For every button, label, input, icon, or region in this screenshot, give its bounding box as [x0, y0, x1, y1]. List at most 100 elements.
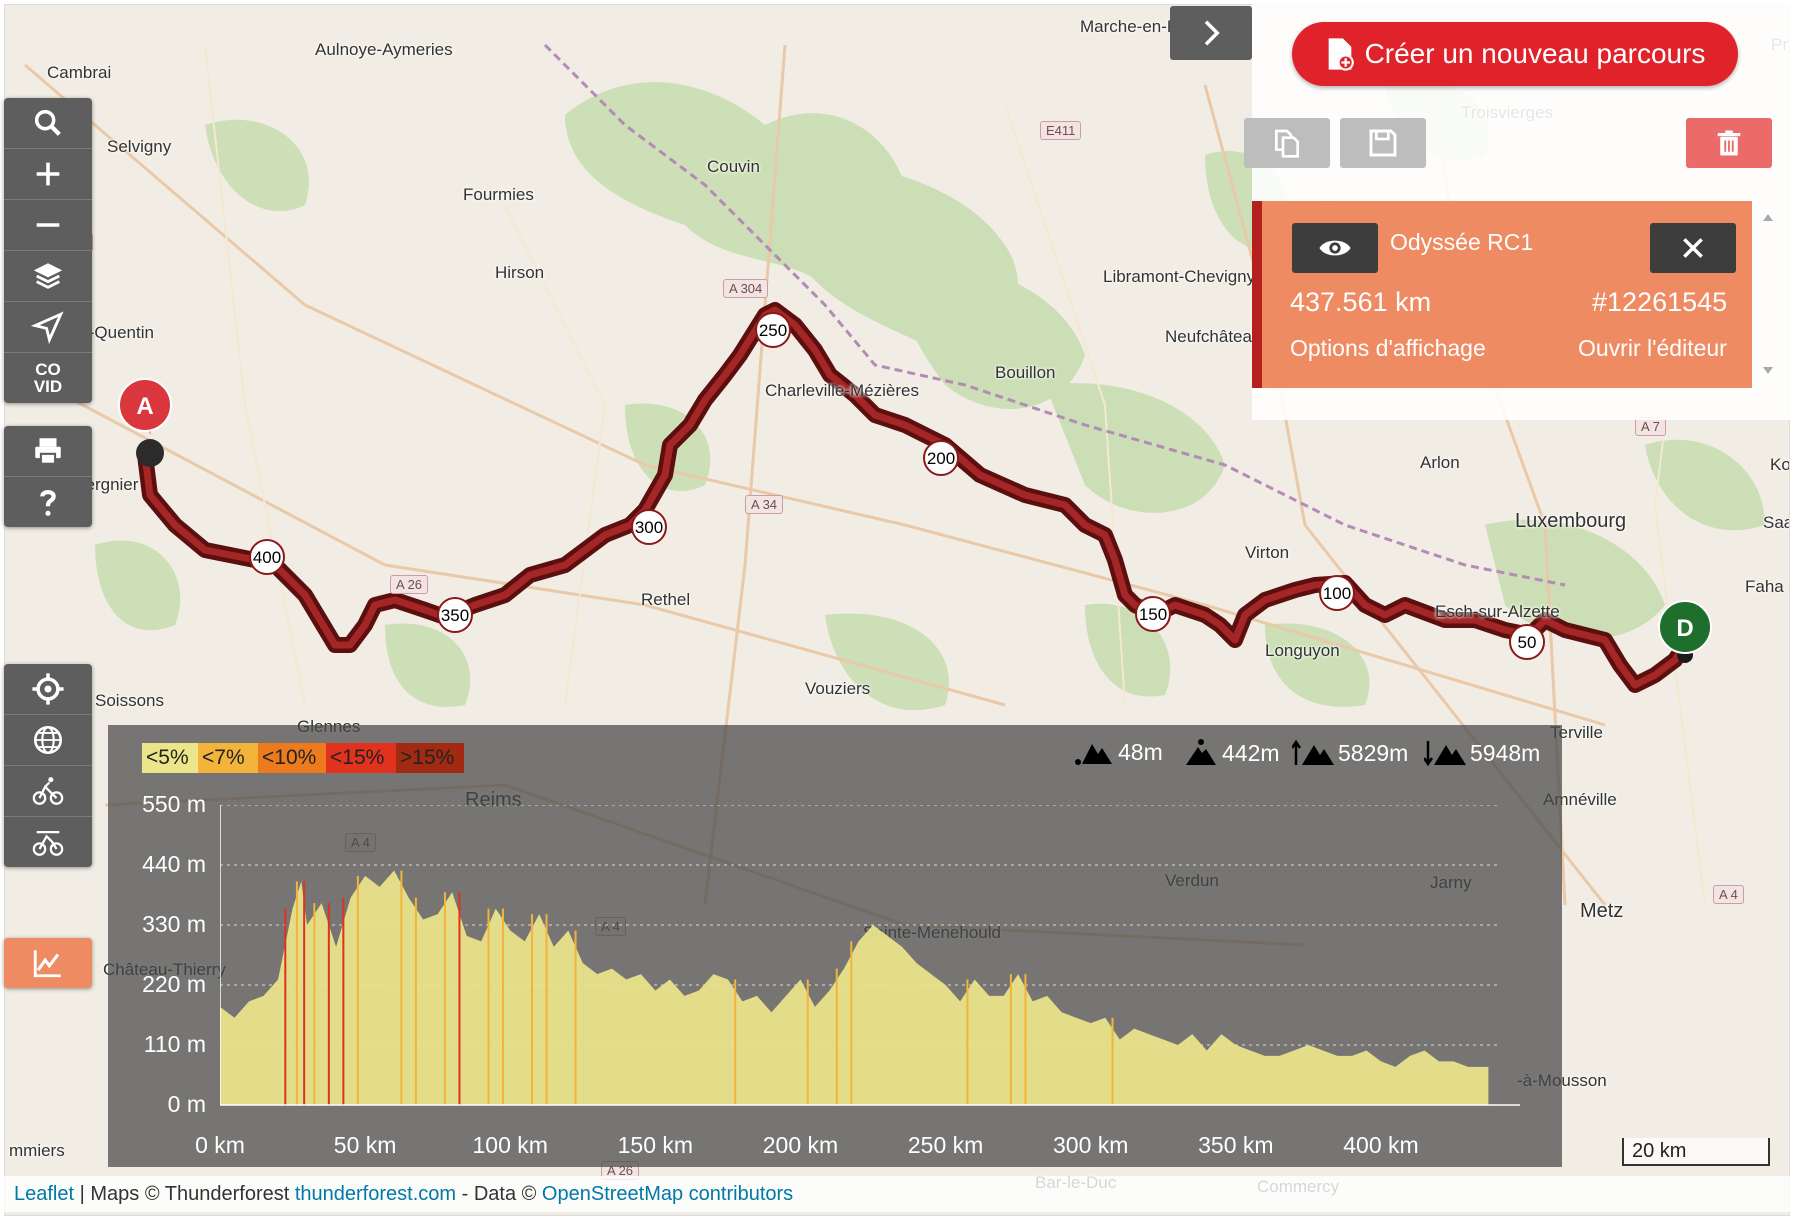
x-tick-label: 100 km	[472, 1132, 548, 1158]
cyclist-icon	[32, 777, 64, 805]
open-editor-link[interactable]: Ouvrir l'éditeur	[1578, 335, 1727, 361]
leaflet-link[interactable]: Leaflet	[14, 1183, 75, 1205]
x-tick-label: 0 km	[195, 1132, 245, 1158]
close-route-button[interactable]	[1650, 223, 1736, 273]
elevation-profile[interactable]: <5% <7% <10% <15% >15% 48m 442m 5829m 5948m …	[108, 725, 1562, 1167]
elevation-area	[220, 870, 1489, 1105]
place-label: Soissons	[95, 691, 164, 710]
thunderforest-link[interactable]: thunderforest.com	[294, 1183, 457, 1205]
scale-bar: 20 km	[1622, 1138, 1770, 1166]
road-shield: A 7	[1635, 417, 1666, 436]
svg-text:400: 400	[253, 548, 281, 567]
svg-text:A: A	[136, 393, 153, 420]
toggle-visibility-button[interactable]	[1292, 223, 1378, 273]
covid-label: CO VID	[33, 360, 63, 396]
road-shield: A 34	[745, 495, 784, 514]
zoom-out-icon	[36, 223, 60, 227]
save-icon	[1369, 129, 1397, 157]
place-label: Faha	[1745, 577, 1784, 596]
svg-text:D: D	[1676, 615, 1693, 642]
place-label: Cambrai	[47, 63, 112, 82]
route-distance: 437.561 km	[1290, 287, 1432, 317]
start-marker[interactable]: A	[118, 378, 172, 467]
km-marker-300: 300	[631, 509, 667, 545]
attribution-text-2: - Data ©	[456, 1183, 542, 1205]
svg-text:50: 50	[1518, 633, 1537, 652]
osm-link[interactable]: OpenStreetMap contributors	[541, 1183, 794, 1205]
trash-icon	[1717, 130, 1741, 156]
place-label: Bouillon	[995, 363, 1056, 382]
place-label: Metz	[1580, 900, 1624, 922]
end-marker[interactable]: D	[1658, 600, 1712, 663]
display-options-link[interactable]: Options d'affichage	[1290, 335, 1486, 361]
elevation-chart[interactable]	[220, 805, 1520, 1125]
x-tick-label: 400 km	[1343, 1132, 1419, 1158]
place-label: Neufchâteau	[1165, 327, 1262, 346]
close-icon	[1683, 238, 1703, 258]
svg-text:300: 300	[635, 518, 663, 537]
layers-button[interactable]	[4, 251, 92, 302]
km-marker-250: 250	[755, 312, 791, 348]
elevation-toggle-button[interactable]	[4, 938, 92, 988]
max-altitude-value: 442m	[1222, 739, 1280, 766]
zoom-in-button[interactable]	[4, 149, 92, 200]
x-tick-label: 300 km	[1053, 1132, 1129, 1158]
search-button[interactable]	[4, 98, 92, 149]
descent-value: 5948m	[1470, 739, 1541, 766]
print-icon	[35, 438, 61, 465]
min-altitude-icon	[1075, 743, 1112, 765]
x-tick-label: 250 km	[907, 1132, 984, 1158]
place-label: Tergnier	[77, 475, 139, 494]
globe-button[interactable]	[4, 715, 92, 766]
svg-text:250: 250	[759, 321, 787, 340]
min-altitude-value: 48m	[1118, 739, 1163, 765]
y-tick-label: 330 m	[142, 911, 206, 937]
place-label: Arlon	[1420, 453, 1460, 472]
route-card[interactable]: Odyssée RC1 437.561 km #12261545 Options…	[1252, 201, 1773, 388]
place-label: Virton	[1245, 543, 1290, 562]
place-label: Luxembourg	[1515, 510, 1627, 532]
stat-min-altitude: 48m	[1074, 739, 1163, 766]
locate-button[interactable]	[4, 302, 92, 353]
cyclist-alt-button[interactable]	[4, 817, 92, 867]
svg-text:350: 350	[441, 606, 469, 625]
svg-text:150: 150	[1139, 605, 1167, 624]
map-controls-top: CO VID	[4, 98, 92, 403]
help-button[interactable]	[4, 477, 92, 527]
covid-button[interactable]: CO VID	[4, 353, 92, 403]
save-button[interactable]	[1340, 118, 1426, 168]
km-marker-350: 350	[437, 597, 473, 633]
collapse-panel-button[interactable]	[1170, 6, 1252, 60]
place-label: Rethel	[641, 590, 691, 609]
layers-icon	[33, 263, 63, 289]
place-label: Saar	[1763, 513, 1789, 532]
stat-max-altitude: 442m	[1184, 739, 1280, 767]
zoom-in-icon	[36, 162, 60, 186]
zoom-out-button[interactable]	[4, 200, 92, 251]
elevation-chart-icon	[33, 950, 61, 978]
place-label: Selvigny	[107, 137, 172, 156]
attribution-text-1: | Maps © Thunderforest	[74, 1183, 295, 1205]
eye-icon	[1319, 240, 1351, 256]
x-tick-label: 50 km	[333, 1132, 397, 1158]
place-label: Longuyon	[1265, 641, 1340, 660]
duplicate-button[interactable]	[1244, 118, 1330, 168]
legend-item: <10%	[258, 743, 326, 773]
place-label: Hirson	[495, 263, 545, 282]
x-tick-label: 350 km	[1198, 1132, 1274, 1158]
print-button[interactable]	[4, 426, 92, 477]
new-file-icon	[1328, 38, 1354, 71]
map-base-layer: 400 350 300 250 200 150 100 50 A D	[24, 43, 1765, 947]
stat-descent: 5948m	[1424, 739, 1540, 767]
ascent-value: 5829m	[1338, 739, 1409, 766]
y-tick-label: 550 m	[142, 791, 206, 817]
locate-position-button[interactable]	[4, 664, 92, 715]
x-tick-label: 200 km	[762, 1132, 839, 1158]
card-scrollbar[interactable]	[1762, 209, 1774, 379]
map-controls-mid	[4, 426, 92, 527]
create-route-button[interactable]: Créer un nouveau parcours	[1292, 22, 1738, 86]
cyclist-button[interactable]	[4, 766, 92, 817]
y-tick-label: 110 m	[143, 1031, 206, 1057]
delete-button[interactable]	[1686, 118, 1772, 168]
y-tick-label: 0 m	[167, 1091, 206, 1117]
